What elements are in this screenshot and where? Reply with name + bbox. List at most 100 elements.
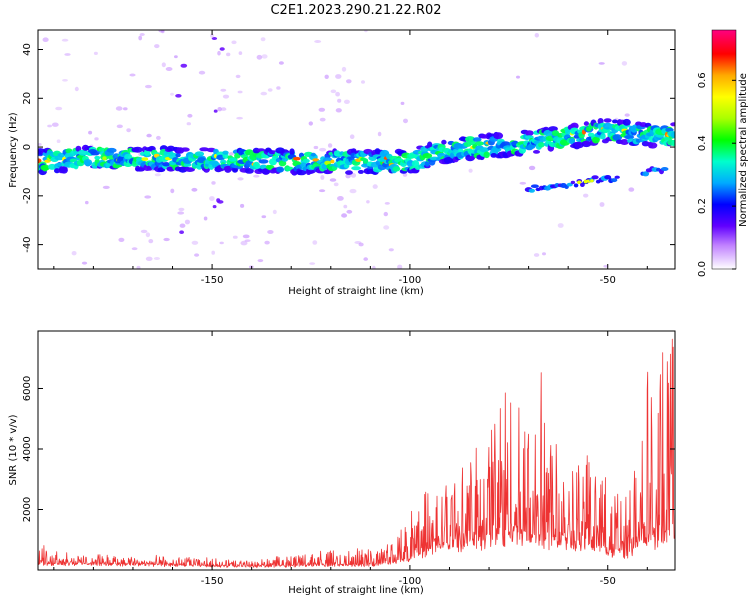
spectral-blob <box>383 225 390 230</box>
spectral-blob <box>175 153 181 158</box>
spectral-blob <box>310 152 316 157</box>
spectral-blob <box>543 129 554 137</box>
spectral-blob <box>335 91 340 97</box>
spectral-blob <box>154 173 161 177</box>
spectral-blob <box>533 150 540 154</box>
spectral-blob <box>64 53 71 56</box>
spectral-blob <box>210 33 214 38</box>
spectral-blob <box>519 181 527 185</box>
spectral-blob <box>212 205 217 209</box>
spectral-blob <box>319 147 327 152</box>
spectral-blob <box>129 73 136 77</box>
spectral-blob <box>180 147 190 152</box>
spectral-blob <box>71 251 77 256</box>
spectral-blob <box>194 151 205 157</box>
spectral-blob <box>138 35 143 41</box>
spectral-blob <box>516 75 520 79</box>
spectral-blob <box>217 50 221 56</box>
spectral-blob <box>641 141 650 147</box>
spectral-blob <box>372 265 376 269</box>
spectral-blob <box>51 122 59 127</box>
snr-x-label: Height of straight line (km) <box>288 585 424 596</box>
spectral-blob <box>145 84 152 89</box>
spectral-blob <box>228 157 237 162</box>
spectral-blob <box>220 88 227 92</box>
spectral-blob <box>573 183 579 188</box>
spectral-blob <box>203 216 208 221</box>
spectral-blob <box>141 157 149 162</box>
spectral-blob <box>136 265 141 269</box>
spectral-blob <box>308 121 313 126</box>
spectral-blob <box>191 187 198 192</box>
spectral-blob <box>660 167 669 171</box>
spectral-blob <box>600 132 606 140</box>
spectrogram-y-tick-label: 0 <box>22 144 33 150</box>
spectral-blob <box>85 200 89 205</box>
spectral-blob <box>222 150 229 155</box>
spectral-blob <box>211 37 218 40</box>
spectral-blob <box>392 166 401 172</box>
spectral-blob <box>194 253 200 257</box>
spectrogram-y-ticks: -40 -20 0 20 40 <box>22 43 675 253</box>
spectral-blob <box>220 107 227 111</box>
spectral-blob <box>245 149 254 156</box>
spectral-blob <box>357 169 364 174</box>
spectrogram-marks <box>38 30 675 269</box>
spectral-blob <box>116 124 123 129</box>
spectral-blob <box>319 117 326 122</box>
spectral-blob <box>610 178 618 183</box>
spectral-blob <box>590 179 594 183</box>
spectral-blob <box>341 66 347 72</box>
spectral-blob <box>343 204 348 209</box>
spectral-blob <box>90 151 100 156</box>
spectral-blob <box>528 165 536 171</box>
snr-frame <box>37 330 676 571</box>
spectral-blob <box>377 131 382 137</box>
snr-x-tick-label: -50 <box>600 576 616 587</box>
spectral-blob <box>75 145 82 152</box>
spectral-blob <box>240 240 248 246</box>
spectral-blob <box>253 174 260 178</box>
spectral-blob <box>343 99 350 105</box>
spectral-blob <box>186 122 191 126</box>
spectral-blob <box>320 175 325 180</box>
spectral-blob <box>358 242 364 247</box>
spectral-blob <box>240 203 245 208</box>
spectral-blob <box>261 54 268 59</box>
snr-x-tick-label: -150 <box>201 576 224 587</box>
spectral-blob <box>211 181 216 185</box>
spectral-blob <box>319 189 326 193</box>
snr-panel: -150 -100 -50 2000 4000 6000 Height of strai… <box>8 330 676 596</box>
spectral-blob <box>211 250 215 255</box>
spectral-blob <box>42 37 49 42</box>
spectral-blob <box>592 136 600 144</box>
spectral-blob <box>388 248 394 252</box>
snr-y-tick-label: 4000 <box>22 436 33 461</box>
spectral-blob <box>153 257 160 260</box>
spectral-blob <box>670 131 675 139</box>
spectral-blob <box>219 241 224 245</box>
spectral-blob <box>191 240 199 245</box>
spectral-blob <box>259 164 268 170</box>
spectral-blob <box>106 147 117 153</box>
spectral-blob <box>557 223 564 228</box>
colorbar-tick-label: 0.6 <box>697 72 708 88</box>
spectral-blob <box>538 142 545 148</box>
spectral-blob <box>314 40 322 43</box>
spectral-blob <box>260 91 268 96</box>
colorbar-tick-label: 0.4 <box>697 135 708 151</box>
spectral-blob <box>468 168 473 173</box>
spectral-blob <box>217 107 222 112</box>
spectral-blob <box>237 177 244 181</box>
spectral-blob <box>174 55 178 59</box>
spectral-blob <box>474 141 485 146</box>
spectral-blob <box>671 139 675 147</box>
spectral-blob <box>566 182 573 187</box>
spectral-blob <box>570 180 576 185</box>
snr-series-line <box>38 338 675 569</box>
spectral-blob <box>94 137 99 141</box>
spectral-blob <box>170 188 175 194</box>
spectral-blob <box>139 33 145 36</box>
spectrogram-y-tick-label: -40 <box>22 236 33 252</box>
spectral-blob <box>621 61 628 66</box>
